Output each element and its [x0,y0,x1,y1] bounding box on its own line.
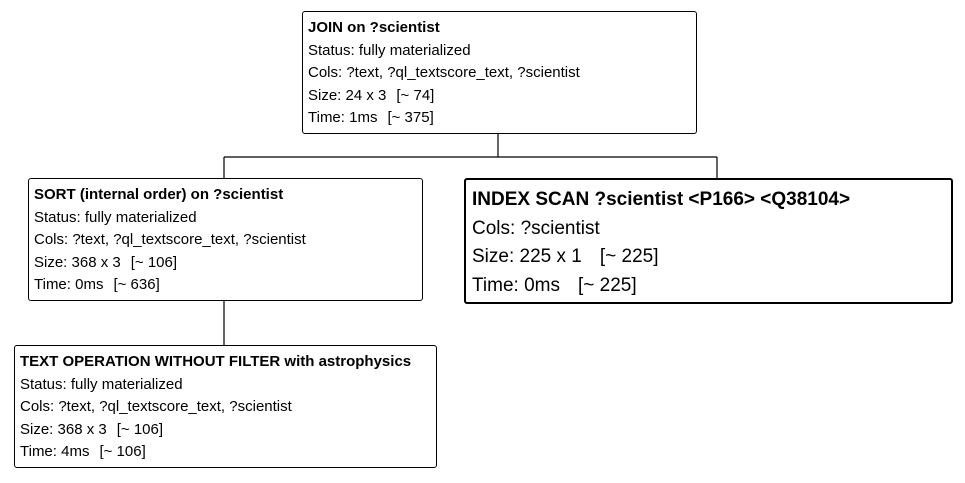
node-sort-time-row: Time: 0ms [~ 636] [34,274,417,297]
node-index-scan-time-row: Time: 0ms [~ 225] [472,272,946,301]
node-text-operation[interactable]: TEXT OPERATION WITHOUT FILTER with astro… [14,345,437,468]
node-join-time-estimate: [~ 375] [387,109,434,127]
node-sort-status: Status: fully materialized [34,208,197,226]
node-join-size-row: Size: 24 x 3 [~ 74] [308,85,691,108]
node-join-size-estimate: [~ 74] [396,86,435,104]
node-sort-time-estimate: [~ 636] [113,276,160,294]
node-join-time: Time: 1ms [308,109,378,127]
node-text-operation-time-estimate: [~ 106] [99,443,146,461]
node-sort-size-row: Size: 368 x 3 [~ 106] [34,252,417,275]
node-sort-size: Size: 368 x 3 [34,253,121,271]
node-join[interactable]: JOIN on ?scientist Status: fully materia… [302,11,697,134]
node-index-scan-size-estimate: [~ 225] [599,246,659,267]
node-index-scan-time-estimate: [~ 225] [577,274,637,296]
node-join-time-row: Time: 1ms [~ 375] [308,107,691,130]
node-sort-size-estimate: [~ 106] [130,253,178,271]
node-join-title: JOIN on ?scientist [308,19,440,36]
node-text-operation-time-row: Time: 4ms [~ 106] [20,441,431,464]
node-text-operation-size: Size: 368 x 3 [20,420,107,438]
node-sort-cols: Cols: ?text, ?ql_textscore_text, ?scient… [34,231,306,249]
node-sort-time: Time: 0ms [34,276,104,294]
node-text-operation-cols: Cols: ?text, ?ql_textscore_text, ?scient… [20,398,292,416]
node-join-size: Size: 24 x 3 [308,86,387,104]
node-index-scan-size-row: Size: 225 x 1 [~ 225] [472,243,946,272]
node-join-cols: Cols: ?text, ?ql_textscore_text, ?scient… [308,64,580,82]
node-sort[interactable]: SORT (internal order) on ?scientist Stat… [28,178,423,301]
node-index-scan-cols: Cols: ?scientist [472,217,600,239]
node-index-scan[interactable]: INDEX SCAN ?scientist <P166> <Q38104> Co… [464,178,953,304]
node-join-status: Status: fully materialized [308,41,471,59]
node-text-operation-size-estimate: [~ 106] [116,420,164,438]
node-sort-title: SORT (internal order) on ?scientist [34,186,284,203]
node-text-operation-time: Time: 4ms [20,443,90,461]
node-text-operation-size-row: Size: 368 x 3 [~ 106] [20,419,431,442]
node-text-operation-title: TEXT OPERATION WITHOUT FILTER with astro… [20,353,412,370]
node-index-scan-time: Time: 0ms [472,274,560,296]
node-text-operation-status: Status: fully materialized [20,375,183,393]
node-index-scan-size: Size: 225 x 1 [472,246,582,267]
node-index-scan-title: INDEX SCAN ?scientist <P166> <Q38104> [472,189,851,210]
